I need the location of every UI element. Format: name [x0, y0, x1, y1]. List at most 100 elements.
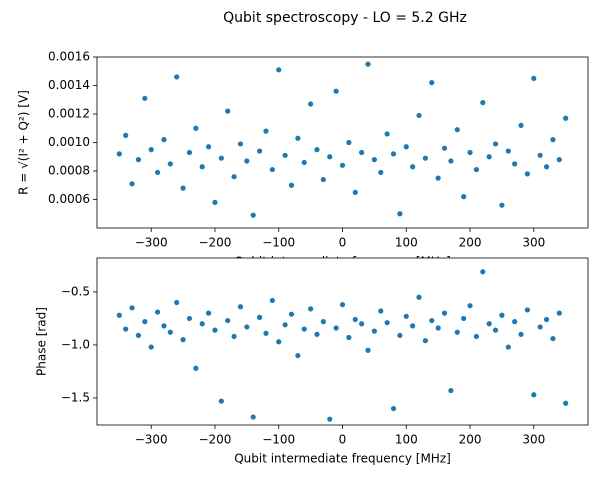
point — [492, 327, 499, 333]
point — [524, 307, 531, 313]
point — [116, 312, 122, 318]
point — [486, 154, 492, 160]
point — [250, 414, 256, 420]
point — [237, 304, 244, 310]
point — [193, 125, 199, 131]
point — [486, 321, 492, 327]
point — [512, 161, 518, 167]
point — [167, 161, 173, 167]
point — [205, 144, 212, 150]
y-tick-label: 0.0006 — [48, 192, 90, 206]
point — [314, 147, 320, 153]
point — [269, 166, 275, 173]
point — [320, 176, 326, 183]
x-tick-label: 300 — [522, 236, 545, 250]
figure-title: Qubit spectroscopy - LO = 5.2 GHz — [223, 10, 467, 26]
axes-frame — [96, 56, 589, 229]
point — [142, 95, 148, 101]
point — [352, 189, 358, 195]
point — [371, 157, 377, 163]
point — [269, 297, 275, 304]
x-tick-label: −100 — [262, 433, 295, 447]
point — [314, 331, 320, 337]
point — [327, 154, 333, 160]
x-tick-label: 100 — [395, 433, 418, 447]
point — [410, 323, 416, 329]
point — [429, 80, 435, 86]
point — [499, 202, 505, 208]
point — [282, 152, 288, 158]
point — [397, 211, 403, 217]
point — [231, 174, 237, 180]
point — [167, 329, 173, 335]
x-tick-label: −300 — [135, 236, 168, 250]
x-tick-label: 200 — [459, 433, 482, 447]
point — [257, 148, 263, 154]
point — [135, 332, 142, 339]
y-tick-label: −1.5 — [61, 390, 90, 404]
point — [225, 317, 231, 324]
point — [308, 101, 314, 107]
point — [295, 352, 301, 359]
point — [180, 337, 186, 343]
point — [129, 305, 135, 311]
point — [467, 149, 473, 156]
point — [531, 392, 537, 398]
point — [416, 112, 422, 119]
point — [531, 75, 537, 81]
x-tick-label: 200 — [459, 236, 482, 250]
x-tick-label: 300 — [522, 433, 545, 447]
point — [199, 164, 205, 170]
y-tick-label: −0.5 — [61, 284, 90, 298]
point — [301, 326, 307, 332]
x-tick-label: 100 — [395, 236, 418, 250]
point — [135, 157, 142, 163]
point — [448, 158, 454, 164]
point — [499, 312, 505, 318]
axes-frame — [96, 257, 589, 426]
point — [416, 294, 422, 300]
point — [422, 338, 428, 344]
point — [473, 333, 480, 340]
point — [263, 330, 269, 336]
point — [174, 299, 180, 306]
y-tick-label: 0.0014 — [48, 78, 90, 92]
point — [212, 327, 218, 333]
point — [473, 166, 480, 173]
point — [563, 115, 569, 121]
x-axis-label: Qubit intermediate frequency [MHz] — [234, 452, 451, 466]
point — [339, 162, 346, 168]
point — [378, 308, 384, 314]
point — [237, 141, 244, 147]
point — [365, 347, 371, 353]
point — [295, 135, 301, 141]
point — [461, 315, 467, 322]
point — [359, 149, 365, 156]
point — [492, 141, 499, 147]
y-axis-label: Phase [rad] — [35, 307, 49, 376]
point — [180, 185, 186, 191]
point — [359, 321, 365, 327]
point — [543, 164, 550, 170]
point — [448, 387, 454, 394]
y-tick-label: 0.0012 — [48, 107, 90, 121]
point — [550, 137, 556, 143]
y-axis-label: R = √(I² + Q²) [V] — [17, 90, 31, 195]
point — [154, 309, 161, 315]
point — [556, 157, 562, 163]
point — [441, 145, 448, 151]
point — [550, 335, 556, 342]
point — [276, 67, 282, 73]
point — [186, 149, 193, 156]
point — [480, 100, 486, 106]
point — [346, 139, 352, 146]
point — [282, 322, 288, 328]
point — [518, 331, 524, 337]
point — [390, 151, 397, 157]
axes-background — [97, 258, 588, 425]
point — [410, 164, 416, 170]
point — [505, 148, 511, 154]
point — [537, 324, 543, 330]
point — [148, 147, 154, 153]
point — [244, 158, 250, 164]
